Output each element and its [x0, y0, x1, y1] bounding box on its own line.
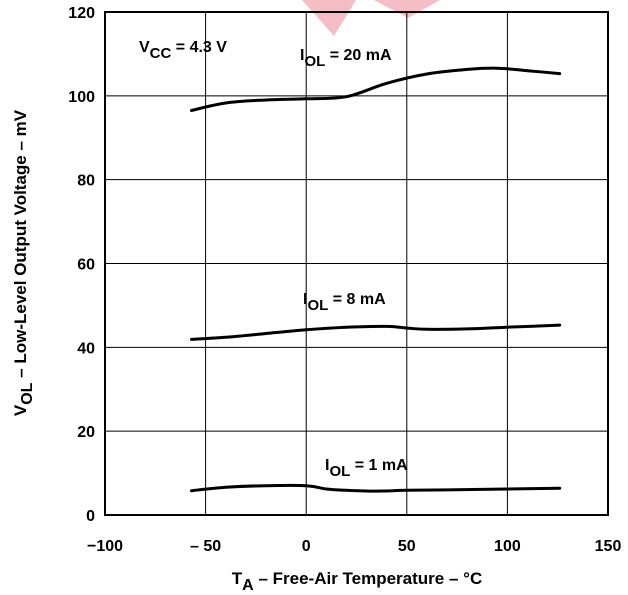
x-axis-title: TA – Free-Air Temperature – °C — [232, 569, 482, 594]
plot-frame — [104, 11, 609, 516]
y-axis-label: VOL – Low-Level Output Voltage – mV — [11, 109, 36, 416]
series-line — [190, 323, 562, 341]
vcc-annotation: VCC = 4.3 V — [139, 39, 227, 62]
y-tick-label: 80 — [77, 173, 95, 190]
series-label: IOL = 8 mA — [303, 291, 386, 314]
y-tick-label: 60 — [77, 257, 95, 274]
x-tick-label: 100 — [494, 538, 521, 555]
labels: VCC = 4.3 V IOL = 20 mA IOL = 8 mA IOL = 1 … — [139, 39, 408, 480]
series-lines — [190, 66, 562, 493]
y-tick-label: 100 — [68, 89, 95, 106]
y-axis-title: VOL – Low-Level Output Voltage – mV — [11, 109, 36, 416]
x-axis-label: TA – Free-Air Temperature – °C — [232, 569, 482, 594]
series-line — [190, 483, 562, 493]
x-tick-label: 150 — [595, 538, 622, 555]
series-label: IOL = 20 mA — [300, 47, 392, 70]
y-tick-label: 40 — [77, 340, 95, 357]
grid — [105, 12, 608, 515]
x-tick-label: 0 — [302, 538, 311, 555]
x-tick-label: 50 — [398, 538, 416, 555]
y-tick-label: 120 — [68, 5, 95, 22]
watermark — [302, 0, 440, 36]
y-tick-label: 0 — [86, 508, 95, 525]
axes: −100 – 50 0 50 100 150 0 20 40 60 80 100 120 — [68, 5, 621, 555]
x-tick-label: – 50 — [190, 538, 221, 555]
y-tick-label: 20 — [77, 424, 95, 441]
x-tick-label: −100 — [87, 538, 123, 555]
series-label: IOL = 1 mA — [325, 457, 408, 480]
series-line — [190, 66, 562, 112]
